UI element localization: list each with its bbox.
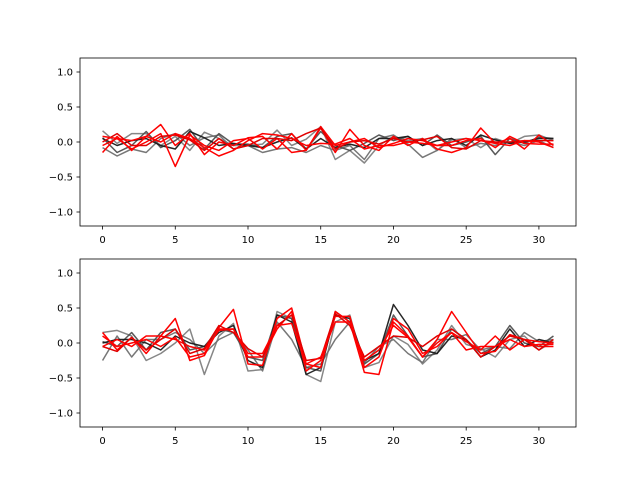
y-tick-label: 0.0 [57,339,73,350]
y-tick-label: 0.5 [57,103,73,114]
x-tick-label: 30 [533,436,546,447]
series-line-5 [101,123,554,156]
series-line-6 [102,125,554,168]
y-tick-label: 0.5 [57,304,73,315]
y-tick-label: 0.0 [57,138,73,149]
x-tick-label: 20 [387,436,400,447]
y-tick-label: −1.0 [49,409,73,420]
x-tick-label: 5 [172,436,178,447]
x-tick-label: 25 [460,235,473,246]
y-tick-label: −0.5 [49,374,73,385]
series-line-7 [102,312,554,362]
x-tick-label: 10 [242,235,255,246]
x-tick-label: 20 [387,235,400,246]
x-tick-label: 0 [99,235,105,246]
x-tick-label: 0 [99,436,105,447]
y-tick-label: 1.0 [57,68,73,79]
x-tick-label: 10 [242,436,255,447]
subplot-top: 0 5 10 15 20 25 30 −1.0 −0.5 0.0 0.5 1.0 [49,57,577,246]
subplot-bottom: 0 5 10 15 20 25 30 −1.0 −0.5 0.0 0.5 1.0 [49,258,577,447]
series-line-7 [102,127,554,152]
y-tick-label: 1.0 [57,269,73,280]
series-line-8 [102,132,554,157]
x-tick-label: 25 [460,436,473,447]
series-line-8 [102,321,554,365]
x-tick-label: 15 [314,235,327,246]
x-tick-label: 5 [172,235,178,246]
y-tick-label: −0.5 [49,173,73,184]
x-tick-label: 15 [314,436,327,447]
y-tick-label: −1.0 [49,208,73,219]
x-tick-label: 30 [533,235,546,246]
